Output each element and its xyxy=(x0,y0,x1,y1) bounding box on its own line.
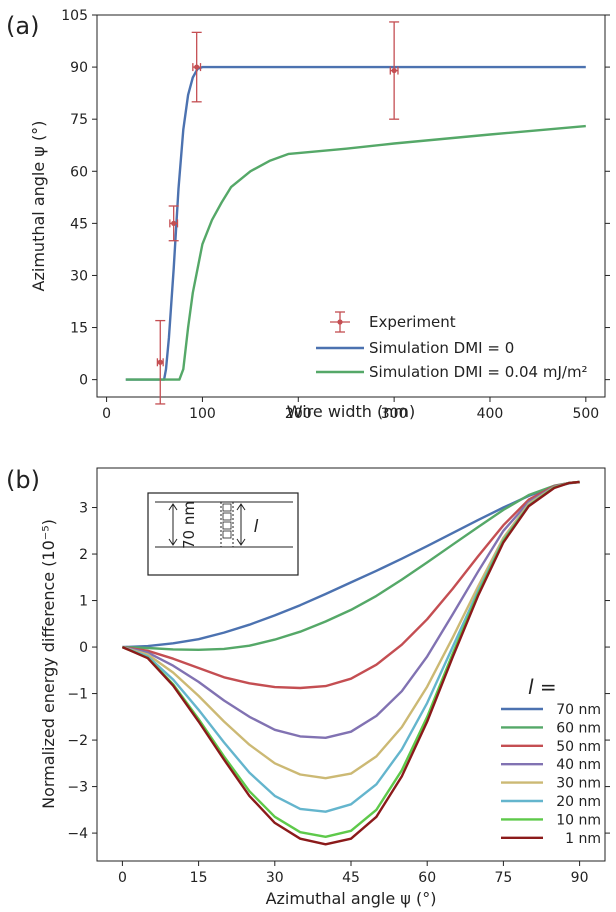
legend-label: 10 nm xyxy=(556,812,601,828)
panel-b-label: (b) xyxy=(6,466,40,494)
panel-a-x-axis-label: Wire width (nm) xyxy=(287,402,415,421)
inset-length-arrowhead-bottom xyxy=(236,538,246,546)
b-y-tick-label: −2 xyxy=(67,733,88,749)
panel-b-y-ticks: −4 −3 −2 −1 0 1 2 3 xyxy=(67,501,610,842)
legend-entry-5: 20 nm xyxy=(501,794,601,810)
legend-entry-2: 50 nm xyxy=(501,739,601,755)
panel-b-inset: 70 nm l xyxy=(147,492,299,576)
experiment-marker xyxy=(171,220,177,226)
b-y-tick-label: −1 xyxy=(67,687,88,703)
b-y-tick-label: 1 xyxy=(79,594,88,610)
legend-label: 30 nm xyxy=(556,776,601,792)
a-series-line-0 xyxy=(125,65,586,381)
panel-a-y-axis-label: Azimuthal angle ψ (°) xyxy=(29,121,48,292)
experiment-marker xyxy=(391,67,397,74)
b-x-tick-label: 0 xyxy=(118,870,127,886)
legend-label: 70 nm xyxy=(556,702,601,718)
panel-a-label: (a) xyxy=(6,12,39,40)
experiment-point-3 xyxy=(389,21,400,120)
inset-width-label: 70 nm xyxy=(180,501,198,549)
a-y-tick-label: 105 xyxy=(61,8,88,24)
panel-a-plot-frame xyxy=(96,14,606,398)
b-y-tick-label: 2 xyxy=(79,547,88,563)
panel-b-x-axis-label: Azimuthal angle ψ (°) xyxy=(266,889,437,908)
a-x-tick-label: 500 xyxy=(572,406,599,422)
legend-entry-7: 1 nm xyxy=(501,831,601,847)
a-x-tick-label: 100 xyxy=(189,406,216,422)
inset-length-arrowhead-top xyxy=(236,503,246,511)
inset-domain-cells xyxy=(222,503,232,539)
legend-label: Simulation DMI = 0.04 mJ/m² xyxy=(369,363,588,381)
b-x-tick-label: 75 xyxy=(494,870,512,886)
a-y-tick-label: 30 xyxy=(70,268,88,284)
a-x-tick-label: 400 xyxy=(477,406,504,422)
legend-experiment-marker xyxy=(337,319,343,325)
legend-label: 60 nm xyxy=(556,720,601,736)
a-y-tick-label: 60 xyxy=(70,164,88,180)
a-y-tick-label: 90 xyxy=(70,60,88,76)
panel-b-x-ticks: 0 15 30 45 60 75 90 xyxy=(118,861,589,886)
a-x-tick-label: 0 xyxy=(102,406,111,422)
panel-a-y-ticks: 0 15 30 45 60 75 90 105 xyxy=(61,8,610,389)
b-x-tick-label: 90 xyxy=(571,870,589,886)
b-x-tick-label: 45 xyxy=(342,870,360,886)
inset-width-arrowhead-bottom xyxy=(168,538,178,546)
b-y-tick-label: 3 xyxy=(79,501,88,517)
legend-entry-6: 10 nm xyxy=(501,812,601,828)
a-y-tick-label: 75 xyxy=(70,112,88,128)
experiment-marker xyxy=(194,64,200,70)
b-y-tick-label: −3 xyxy=(67,780,88,796)
a-y-tick-label: 45 xyxy=(70,216,88,232)
b-x-tick-label: 15 xyxy=(190,870,208,886)
b-series-line-7 xyxy=(121,480,580,846)
panel-a-legend: Experiment Simulation DMI = 0 Simulation D… xyxy=(316,311,588,381)
a-x-tick-label: 300 xyxy=(381,406,408,422)
panel-b-series xyxy=(121,480,580,846)
experiment-marker xyxy=(157,359,163,365)
legend-label: Simulation DMI = 0 xyxy=(369,339,514,357)
legend-entry-3: 40 nm xyxy=(501,757,601,773)
inset-length-label: l xyxy=(254,517,259,537)
b-y-tick-label: −4 xyxy=(67,826,88,842)
experiment-point-1 xyxy=(168,205,179,242)
a-y-tick-label: 0 xyxy=(79,373,88,389)
legend-label: 40 nm xyxy=(556,757,601,773)
experiment-point-0 xyxy=(155,319,166,405)
legend-entry-experiment: Experiment xyxy=(330,311,456,333)
panel-a: (a) 0 100 200 300 400 500 0 15 30 45 60 75 90 105 Wi… xyxy=(6,8,610,422)
legend-entry-0: 70 nm xyxy=(501,702,601,718)
experiment-point-2 xyxy=(191,31,202,103)
legend-entry-4: 30 nm xyxy=(501,776,601,792)
panel-a-x-ticks: 0 100 200 300 400 500 xyxy=(102,397,599,422)
b-x-tick-label: 60 xyxy=(418,870,436,886)
legend-label: 20 nm xyxy=(556,794,601,810)
b-x-tick-label: 30 xyxy=(266,870,284,886)
a-series-line-1 xyxy=(125,124,586,381)
b-series-line-3 xyxy=(122,480,580,739)
inset-width-arrowhead-top xyxy=(168,503,178,511)
a-x-tick-label: 200 xyxy=(285,406,312,422)
legend-label: 1 nm xyxy=(565,831,601,847)
panel-a-experiment-points xyxy=(155,21,400,405)
panel-b-y-axis-label: Normalized energy difference (10⁻⁵) xyxy=(39,519,58,809)
legend-label-experiment: Experiment xyxy=(369,313,456,331)
legend-entry-series-0: Simulation DMI = 0 xyxy=(316,339,514,357)
legend-label: 50 nm xyxy=(556,739,601,755)
legend-entry-series-1: Simulation DMI = 0.04 mJ/m² xyxy=(316,363,588,381)
b-y-tick-label: 0 xyxy=(79,640,88,656)
b-series-line-2 xyxy=(122,480,580,690)
b-series-line-1 xyxy=(122,480,580,651)
legend-entry-1: 60 nm xyxy=(501,720,601,736)
panel-a-series xyxy=(125,65,586,381)
a-y-tick-label: 15 xyxy=(70,321,88,337)
legend-title: l = xyxy=(528,675,557,699)
panel-b: (b) 0 15 30 45 60 75 90 −4 −3 −2 −1 0 1 2 3 Azimuthal… xyxy=(6,466,610,908)
panel-b-legend: l = 70 nm 60 nm 50 nm 40 nm 30 nm 20 nm 10 nm 1 … xyxy=(501,675,601,847)
